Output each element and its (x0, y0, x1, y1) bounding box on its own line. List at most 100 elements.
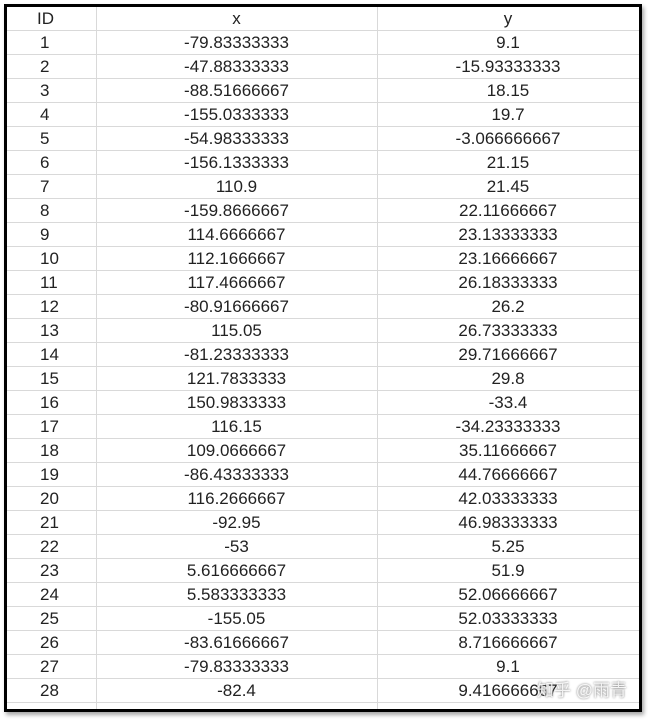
cell-x[interactable]: -80.91666667 (96, 294, 378, 319)
cell-y[interactable]: 22.11666667 (377, 198, 639, 223)
cell-id[interactable]: 6 (7, 150, 97, 175)
cell-y[interactable]: 35.11666667 (377, 438, 639, 463)
cell-x[interactable]: -155.05 (96, 606, 378, 631)
empty-cell[interactable] (377, 702, 639, 709)
cell-x[interactable]: -79.83333333 (96, 654, 378, 679)
cell-y[interactable]: 44.76666667 (377, 462, 639, 487)
cell-id[interactable]: 2 (7, 54, 97, 79)
cell-id[interactable]: 14 (7, 342, 97, 367)
cell-id[interactable]: 12 (7, 294, 97, 319)
cell-x[interactable]: -81.23333333 (96, 342, 378, 367)
cell-y[interactable]: 26.18333333 (377, 270, 639, 295)
cell-x[interactable]: -156.1333333 (96, 150, 378, 175)
cell-id[interactable]: 9 (7, 222, 97, 247)
cell-y[interactable]: 19.7 (377, 102, 639, 127)
cell-id[interactable]: 24 (7, 582, 97, 607)
spreadsheet-frame: ID x y 1 -79.83333333 9.1 2 -47.88333333 -15.… (4, 4, 642, 712)
cell-y[interactable]: 26.2 (377, 294, 639, 319)
cell-id[interactable]: 28 (7, 678, 97, 703)
cell-id[interactable]: 21 (7, 510, 97, 535)
cell-x[interactable]: 116.2666667 (96, 486, 378, 511)
cell-x[interactable]: 116.15 (96, 414, 378, 439)
cell-id[interactable]: 18 (7, 438, 97, 463)
cell-y[interactable]: 9.1 (377, 654, 639, 679)
cell-x[interactable]: -88.51666667 (96, 78, 378, 103)
cell-y[interactable]: 29.71666667 (377, 342, 639, 367)
empty-cell[interactable] (96, 702, 378, 709)
cell-id[interactable]: 25 (7, 606, 97, 631)
cell-y[interactable]: -34.23333333 (377, 414, 639, 439)
cell-id[interactable]: 17 (7, 414, 97, 439)
empty-cell[interactable] (7, 702, 97, 709)
table-row: 25 -155.05 52.03333333 (7, 606, 639, 631)
cell-x[interactable]: 112.1666667 (96, 246, 378, 271)
cell-id[interactable]: 23 (7, 558, 97, 583)
cell-y[interactable]: 9.416666667 (377, 678, 639, 703)
cell-y[interactable]: 9.1 (377, 30, 639, 55)
header-x[interactable]: x (96, 7, 378, 31)
cell-id[interactable]: 26 (7, 630, 97, 655)
cell-x[interactable]: 5.583333333 (96, 582, 378, 607)
cell-x[interactable]: -86.43333333 (96, 462, 378, 487)
cell-y[interactable]: 18.15 (377, 78, 639, 103)
cell-id[interactable]: 10 (7, 246, 97, 271)
cell-y[interactable]: 51.9 (377, 558, 639, 583)
table-row: 26 -83.61666667 8.716666667 (7, 630, 639, 655)
cell-y[interactable]: 23.16666667 (377, 246, 639, 271)
cell-x[interactable]: 110.9 (96, 174, 378, 199)
cell-x[interactable]: 109.0666667 (96, 438, 378, 463)
cell-x[interactable]: -47.88333333 (96, 54, 378, 79)
cell-id[interactable]: 4 (7, 102, 97, 127)
cell-id[interactable]: 22 (7, 534, 97, 559)
cell-x[interactable]: 5.616666667 (96, 558, 378, 583)
table-row: 27 -79.83333333 9.1 (7, 654, 639, 679)
cell-x[interactable]: -82.4 (96, 678, 378, 703)
cell-x[interactable]: -92.95 (96, 510, 378, 535)
cell-id[interactable]: 5 (7, 126, 97, 151)
cell-id[interactable]: 3 (7, 78, 97, 103)
cell-x[interactable]: 117.4666667 (96, 270, 378, 295)
cell-x[interactable]: 115.05 (96, 318, 378, 343)
cell-id[interactable]: 19 (7, 462, 97, 487)
cell-y[interactable]: 21.45 (377, 174, 639, 199)
cell-x[interactable]: 150.9833333 (96, 390, 378, 415)
table-row: 11 117.4666667 26.18333333 (7, 270, 639, 295)
cell-y[interactable]: 8.716666667 (377, 630, 639, 655)
cell-y[interactable]: 42.03333333 (377, 486, 639, 511)
cell-x[interactable]: 121.7833333 (96, 366, 378, 391)
cell-y[interactable]: 5.25 (377, 534, 639, 559)
cell-id[interactable]: 1 (7, 30, 97, 55)
table-row: 2 -47.88333333 -15.93333333 (7, 54, 639, 79)
cell-id[interactable]: 8 (7, 198, 97, 223)
cell-y[interactable]: -33.4 (377, 390, 639, 415)
cell-y[interactable]: 23.13333333 (377, 222, 639, 247)
cell-id[interactable]: 7 (7, 174, 97, 199)
cell-y[interactable]: 52.06666667 (377, 582, 639, 607)
cell-id[interactable]: 27 (7, 654, 97, 679)
watermark: 知乎 @雨青 (537, 681, 627, 700)
cell-id[interactable]: 13 (7, 318, 97, 343)
cell-x[interactable]: -155.0333333 (96, 102, 378, 127)
cell-x[interactable]: 114.6666667 (96, 222, 378, 247)
header-y[interactable]: y (377, 7, 639, 31)
cell-y[interactable]: 52.03333333 (377, 606, 639, 631)
cell-x[interactable]: -53 (96, 534, 378, 559)
table-row: 14 -81.23333333 29.71666667 (7, 342, 639, 367)
cell-x[interactable]: -54.98333333 (96, 126, 378, 151)
cell-x[interactable]: -79.83333333 (96, 30, 378, 55)
cell-y[interactable]: -3.066666667 (377, 126, 639, 151)
cell-y[interactable]: 29.8 (377, 366, 639, 391)
table-row: 4 -155.0333333 19.7 (7, 102, 639, 127)
cell-y[interactable]: 46.98333333 (377, 510, 639, 535)
header-id[interactable]: ID (7, 7, 97, 31)
table-row: 3 -88.51666667 18.15 (7, 78, 639, 103)
cell-y[interactable]: 26.73333333 (377, 318, 639, 343)
cell-id[interactable]: 15 (7, 366, 97, 391)
cell-y[interactable]: 21.15 (377, 150, 639, 175)
cell-id[interactable]: 11 (7, 270, 97, 295)
cell-y[interactable]: -15.93333333 (377, 54, 639, 79)
cell-id[interactable]: 16 (7, 390, 97, 415)
cell-id[interactable]: 20 (7, 486, 97, 511)
cell-x[interactable]: -159.8666667 (96, 198, 378, 223)
cell-x[interactable]: -83.61666667 (96, 630, 378, 655)
